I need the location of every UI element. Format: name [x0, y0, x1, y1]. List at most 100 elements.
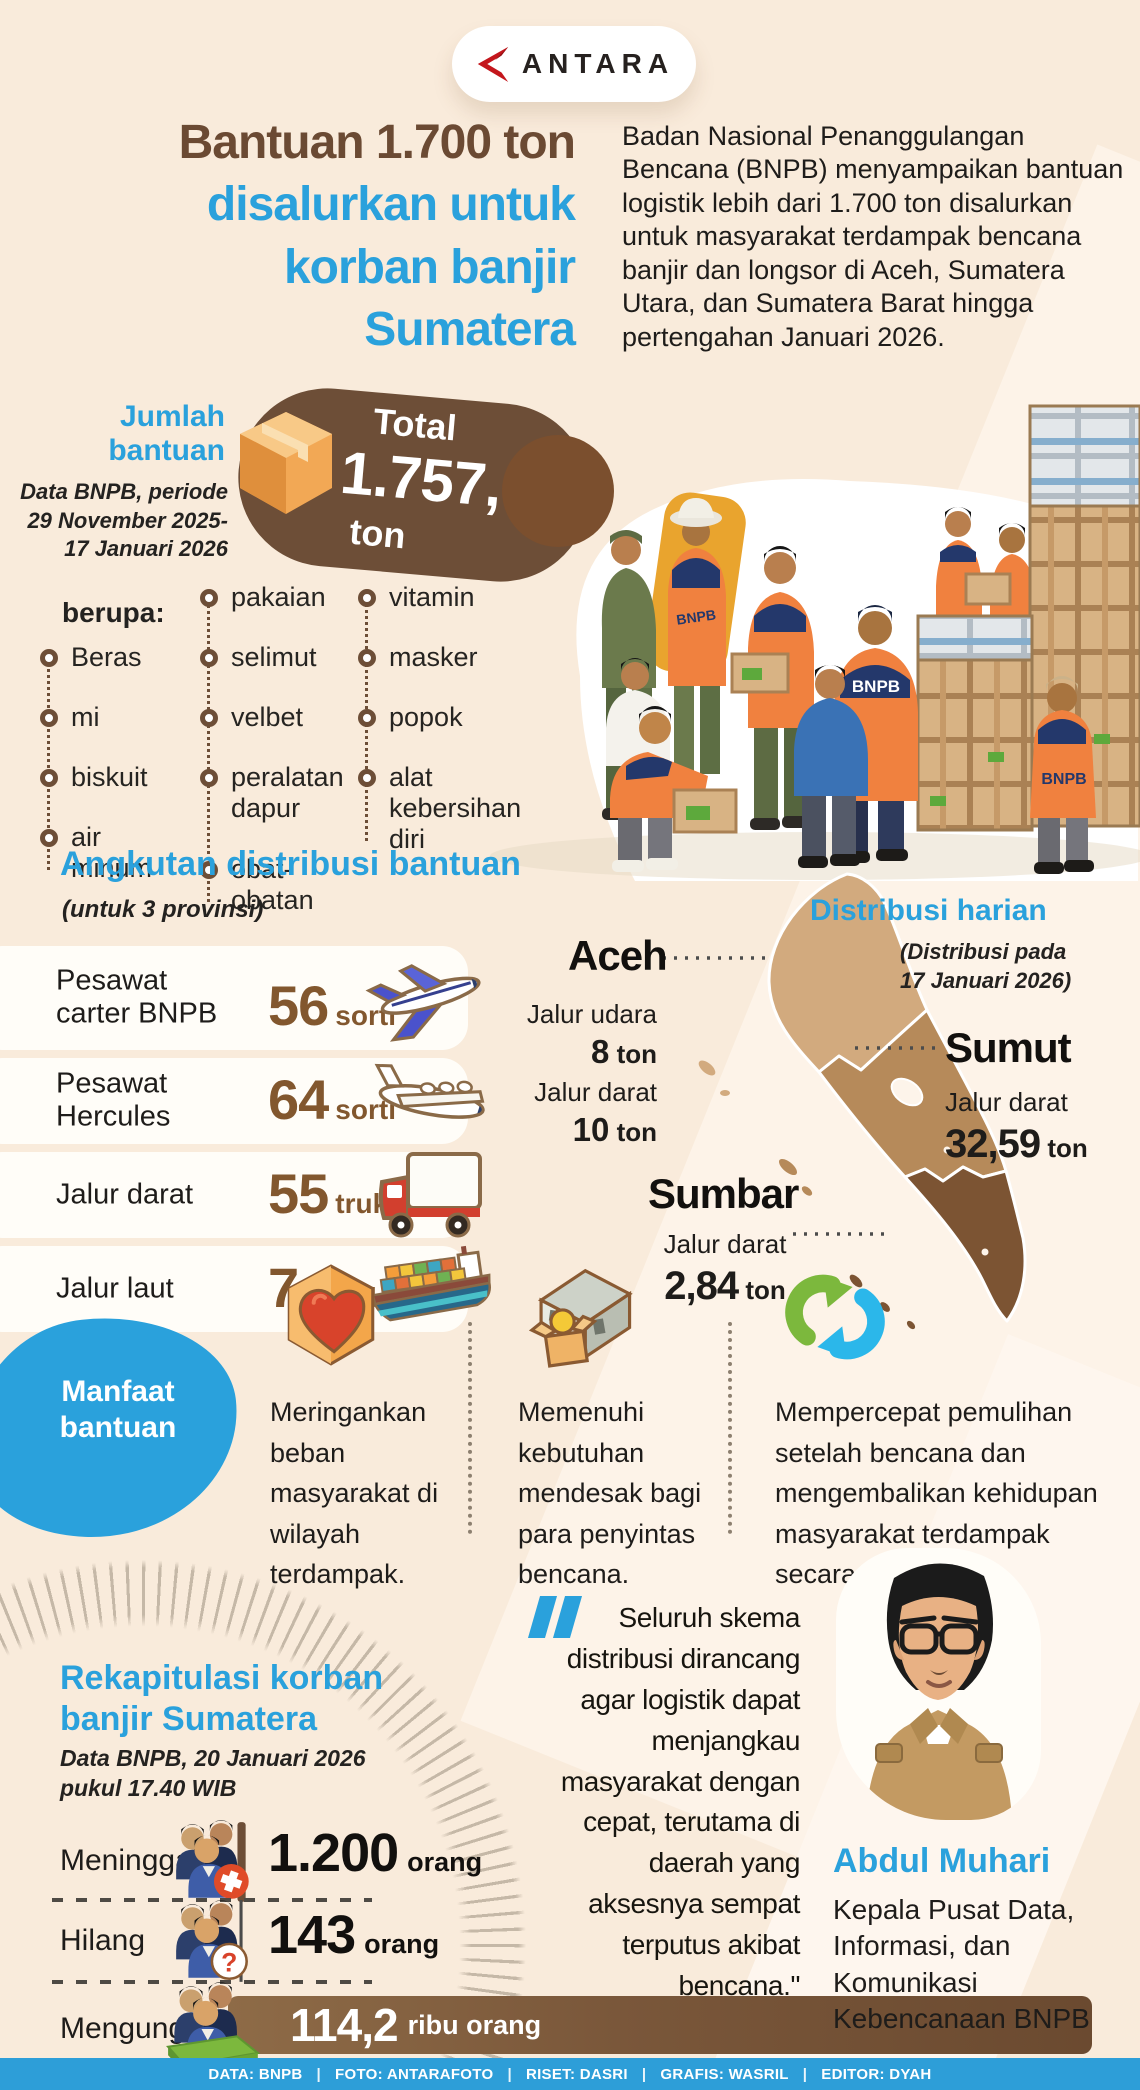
list-item: air minum	[40, 822, 152, 884]
heart-box-icon	[287, 1264, 375, 1366]
victim-label-meninggal: Meninggal	[60, 1844, 199, 1877]
list-item: biskuit	[40, 762, 152, 822]
carton-box-icon	[240, 412, 332, 514]
casualties-icon	[176, 1820, 249, 1902]
list-item: vitamin	[358, 582, 500, 642]
bullet-icon	[200, 709, 218, 727]
list-item: obat-obatan	[200, 854, 355, 916]
bullet-icon	[200, 861, 218, 879]
rekap-source-note: Data BNPB, 20 Januari 2026 pukul 17.40 W…	[60, 1745, 366, 1801]
quote-text: Seluruh skema distribusi dirancang agar …	[560, 1602, 801, 2001]
credit-editor: EDITOR: DYAH	[821, 2065, 932, 2083]
bullet-icon	[358, 589, 376, 607]
jumlah-source-note: Data BNPB, periode 29 November 2025- 17 …	[20, 479, 228, 562]
dotted-connector	[207, 598, 210, 903]
victim-value-hilang: 143 orang	[268, 1905, 440, 1965]
transport-row-jalur-darat: Jalur darat 55 truk	[0, 1152, 482, 1238]
bullet-icon	[358, 769, 376, 787]
portrait-blob	[836, 1548, 1041, 1820]
bullet-icon	[40, 829, 58, 847]
title-line-2: disalurkan untuk	[206, 178, 576, 232]
dotted-divider	[728, 1322, 732, 1534]
abdul-muhari-portrait	[866, 1563, 1012, 1820]
list-item: pakaian	[200, 582, 355, 642]
aid-items-column-2: pakaian selimut velbet peralatan dapur o…	[200, 582, 355, 916]
cargo-ship-icon	[371, 1245, 491, 1322]
title-line-1: Bantuan 1.700 ton	[178, 116, 576, 169]
worker-figure	[730, 546, 814, 830]
jet-plane-icon	[365, 964, 481, 1042]
transport-row-jalur-laut: Jalur laut 7kapal	[0, 1245, 491, 1332]
intro-paragraph: Badan Nasional Penanggulangan Bencana (B…	[622, 121, 1124, 352]
hercules-plane-icon	[374, 1063, 485, 1119]
list-item: peralatan dapur	[200, 762, 355, 854]
angkutan-heading: Angkutan distribusi bantuan	[60, 845, 521, 883]
sumut-land-stat: Jalur darat 32,59 ton	[945, 1087, 1088, 1166]
credit-foto: FOTO: ANTARAFOTO	[335, 2065, 494, 2083]
antara-logo-text: ANTARA	[521, 48, 675, 79]
list-item: selimut	[200, 642, 355, 702]
jumlah-bantuan-heading: Jumlah bantuan	[108, 400, 225, 467]
aceh-land-stat: Jalur darat 10 ton	[534, 1077, 657, 1148]
person-role: Kepala Pusat Data, Informasi, dan Komuni…	[833, 1894, 1090, 2035]
bullet-icon	[40, 649, 58, 667]
dotted-connector	[47, 658, 50, 871]
distribusi-subheading: (Distribusi pada 17 Januari 2026)	[900, 939, 1072, 993]
transport-row-pesawat-carter: Pesawat carter BNPB 56 sorti	[0, 946, 481, 1050]
person-name: Abdul Muhari	[833, 1842, 1051, 1880]
worker-figure: BNPB	[668, 498, 726, 776]
list-item: velbet	[200, 702, 355, 762]
credit-data: DATA: BNPB	[208, 2065, 303, 2083]
worker-figure	[610, 706, 738, 872]
aid-items-column-1: Beras mi biskuit air minum	[40, 642, 152, 884]
svg-text:?: ?	[221, 1948, 237, 1978]
title-line-3: korban banjir	[283, 240, 576, 294]
aceh-air-stat: Jalur udara 8 ton	[526, 999, 657, 1070]
sumatra-map	[663, 872, 1027, 1330]
angkutan-subheading: (untuk 3 provinsi)	[62, 896, 264, 923]
recovery-cycle-icon	[785, 1274, 885, 1360]
list-item: masker	[358, 642, 500, 702]
worker-figure: BNPB	[1030, 676, 1096, 874]
aid-workers-illustration: BNPB BNPB	[490, 404, 1140, 881]
manfaat-heading: Manfaat bantuan	[59, 1375, 177, 1444]
worker-figure	[936, 507, 1036, 628]
berupa-label: berupa:	[62, 597, 165, 628]
map-region-sumbar	[903, 1165, 1027, 1323]
region-label-sumbar: Sumbar	[648, 1170, 799, 1217]
title-line-4: Sumatera	[364, 303, 576, 357]
benefit-text-2: Memenuhi kebutuhan mendesak bagi para pe…	[518, 1397, 702, 1589]
dashed-divider	[52, 1898, 372, 1902]
svg-text:BNPB: BNPB	[852, 677, 900, 696]
total-unit: ton	[347, 510, 408, 557]
list-item: popok	[358, 702, 500, 762]
shelter-box-icon	[528, 1268, 633, 1368]
list-item: alat kebersihan diri	[358, 762, 521, 855]
bullet-icon	[200, 649, 218, 667]
page-title: Bantuan 1.700 ton disalurkan untuk korba…	[35, 112, 576, 362]
victim-value-meninggal: 1.200 orang	[268, 1823, 483, 1883]
antara-logo: ANTARA	[452, 26, 696, 102]
antara-logo-icon	[477, 46, 509, 83]
worker-figure	[794, 665, 868, 868]
svg-text:BNPB: BNPB	[675, 606, 717, 627]
rekap-heading: Rekapitulasi korban banjir Sumatera	[60, 1659, 384, 1738]
bullet-icon	[40, 709, 58, 727]
benefit-text-3: Mempercepat pemulihan setelah bencana da…	[775, 1397, 1098, 1589]
list-item: Beras	[40, 642, 152, 702]
missing-icon: ?	[176, 1900, 248, 1982]
benefit-text-1: Meringankan beban masyarakat di wilayah …	[270, 1397, 439, 1589]
region-label-sumut: Sumut	[945, 1024, 1072, 1071]
region-label-aceh: Aceh	[568, 932, 668, 979]
transport-row-hercules: Pesawat Hercules 64 sorti	[0, 1058, 485, 1144]
footer-credits: DATA: BNPB | FOTO: ANTARAFOTO | RISET: D…	[0, 2058, 1140, 2090]
dotted-divider	[468, 1322, 472, 1534]
list-item: mi	[40, 702, 152, 762]
victim-label-hilang: Hilang	[60, 1924, 146, 1957]
credit-grafis: GRAFIS: WASRIL	[660, 2065, 789, 2083]
evacuees-bar: 114,2 ribu orang	[228, 1996, 1092, 2054]
bullet-icon	[358, 649, 376, 667]
sumbar-land-stat: Jalur darat 2,84 ton	[663, 1229, 787, 1308]
bullet-icon	[358, 709, 376, 727]
